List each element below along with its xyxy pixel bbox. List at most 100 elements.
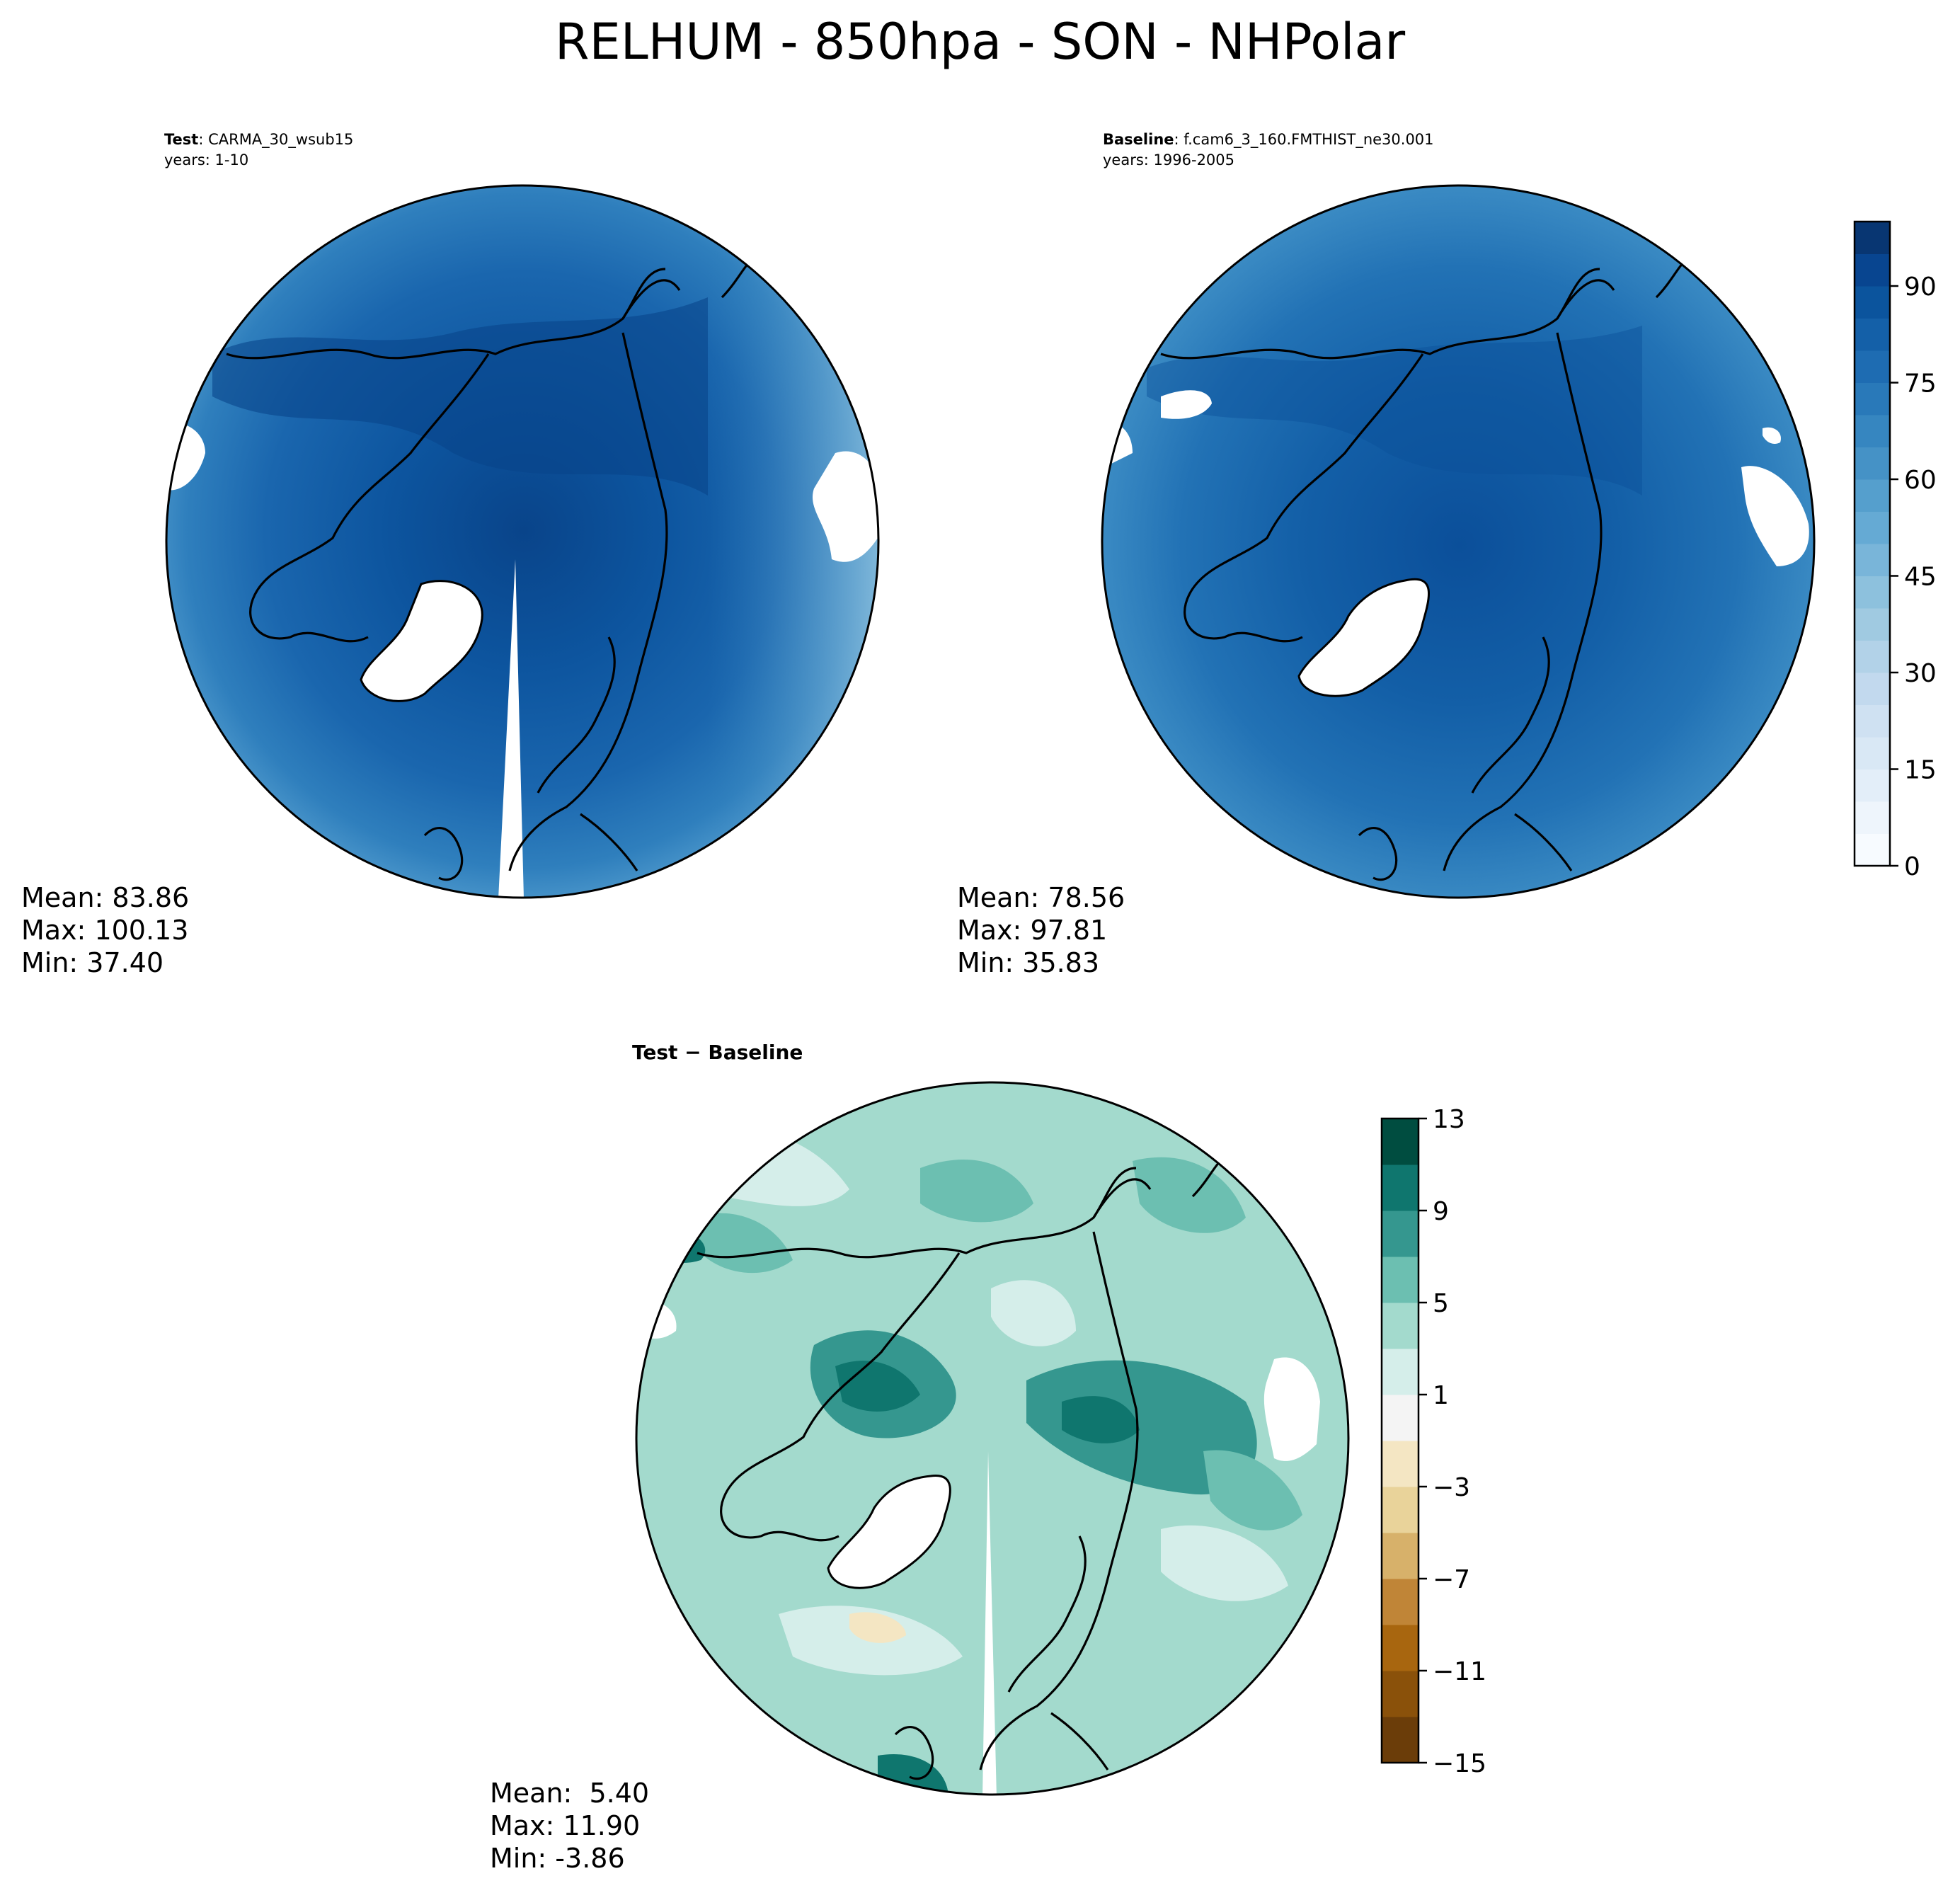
diff-strong-patch-2 — [1026, 1360, 1257, 1495]
relhum-colorbar-tick-label: 0 — [1904, 852, 1920, 881]
test-map — [165, 184, 880, 899]
diff-colorbar-segment — [1382, 1717, 1419, 1763]
test-map-boundary — [165, 184, 880, 899]
diff-colorbar-segment — [1382, 1533, 1419, 1579]
diff-colorbar-segment — [1382, 1441, 1419, 1487]
diff-colorbar-segment — [1382, 1671, 1419, 1717]
diff-mid-patch-3 — [920, 1160, 1033, 1223]
diff-dark-patch-3 — [655, 1230, 706, 1263]
baseline-map — [1101, 184, 1816, 899]
relhum-colorbar-tick-label: 45 — [1904, 563, 1937, 592]
diff-colorbar-segment — [1382, 1303, 1419, 1349]
diff-colorbar-tick-label: −15 — [1433, 1749, 1486, 1778]
test-missing-east — [813, 451, 878, 562]
baseline-min: Min: 35.83 — [957, 947, 1100, 978]
relhum-colorbar-segment — [1855, 673, 1890, 705]
baseline-map-field — [1102, 185, 1814, 898]
baseline-years: years: 1996-2005 — [1103, 151, 1235, 168]
relhum-colorbar-segment — [1855, 737, 1890, 769]
relhum-colorbar-segment — [1855, 222, 1890, 254]
baseline-map-moist-band — [1147, 326, 1642, 496]
baseline-mean: Mean: 78.56 — [957, 882, 1125, 913]
relhum-colorbar-segment — [1855, 640, 1890, 673]
test-mean: Mean: 83.86 — [21, 882, 190, 913]
relhum-colorbar-tick-label: 90 — [1904, 273, 1937, 302]
relhum-colorbar-segment — [1855, 415, 1890, 447]
test-min: Min: 37.40 — [21, 947, 164, 978]
relhum-colorbar-tick-label: 15 — [1904, 756, 1937, 785]
test-max: Max: 100.13 — [21, 915, 189, 946]
relhum-colorbar-segment — [1855, 544, 1890, 576]
diff-colorbar-tick-label: 13 — [1433, 1105, 1465, 1134]
diff-colorbar-segment — [1382, 1487, 1419, 1533]
diff-colorbar-segment — [1382, 1579, 1419, 1625]
baseline-stats: Mean: 78.56 Max: 97.81 Min: 35.83 — [957, 881, 1125, 979]
test-years: years: 1-10 — [164, 151, 249, 168]
test-map-moist-band — [212, 297, 708, 496]
relhum-colorbar-segment — [1855, 769, 1890, 802]
diff-map — [635, 1081, 1350, 1796]
test-label-case: : CARMA_30_wsub15 — [198, 131, 354, 148]
relhum-colorbar-segment — [1855, 479, 1890, 512]
relhum-colorbar-segment — [1855, 511, 1890, 544]
relhum-colorbar-segment — [1855, 801, 1890, 834]
baseline-missing-east-small — [1763, 427, 1781, 444]
relhum-colorbar-segment — [1855, 286, 1890, 319]
relhum-colorbar-tick-label: 60 — [1904, 466, 1937, 495]
baseline-max: Max: 97.81 — [957, 915, 1108, 946]
baseline-label-case: : f.cam6_3_160.FMTHIST_ne30.001 — [1174, 131, 1434, 148]
diff-dark-patch-2 — [1062, 1396, 1140, 1443]
relhum-colorbar-segment — [1855, 382, 1890, 416]
diff-stats: Mean: 5.40 Max: 11.90 Min: -3.86 — [490, 1777, 649, 1875]
diff-mid-patch-1 — [1203, 1450, 1302, 1531]
diff-colorbar-segment — [1382, 1625, 1419, 1671]
test-greenland — [360, 580, 483, 702]
relhum-colorbar-segment — [1855, 833, 1890, 866]
diff-missing-east — [1263, 1357, 1320, 1461]
diff-colorbar-segment — [1382, 1165, 1419, 1211]
baseline-greenland — [1297, 578, 1430, 697]
diff-colorbar-tick-label: 1 — [1433, 1381, 1449, 1410]
relhum-colorbar-segment — [1855, 447, 1890, 480]
diff-map-boundary — [635, 1081, 1350, 1796]
diff-greenland — [827, 1475, 951, 1589]
diff-mid-patch-4 — [1133, 1157, 1246, 1233]
diff-missing-seam — [982, 1451, 997, 1795]
diff-coastlines — [697, 1156, 1237, 1780]
diff-colorbar-tick-label: −3 — [1433, 1473, 1470, 1502]
diff-colorbar-tick-label: 5 — [1433, 1289, 1449, 1318]
diff-title: Test − Baseline — [632, 1041, 803, 1064]
diff-colorbar-segment — [1382, 1257, 1419, 1303]
diff-light-patch-2 — [991, 1280, 1076, 1346]
relhum-colorbar-segment — [1855, 253, 1890, 287]
baseline-missing-west — [1161, 390, 1212, 419]
relhum-colorbar-segment — [1855, 704, 1890, 738]
relhum-colorbar-segment — [1855, 350, 1890, 383]
test-case-label: Test: CARMA_30_wsub15 years: 1-10 — [164, 130, 353, 171]
diff-colorbar-tick-label: 9 — [1433, 1197, 1449, 1226]
test-label-bold: Test — [164, 131, 199, 148]
diff-colorbar-tick-label: −11 — [1433, 1657, 1486, 1686]
baseline-map-boundary — [1101, 184, 1816, 899]
diff-colorbar-segment — [1382, 1119, 1419, 1165]
diff-colorbar-tick-label: −7 — [1433, 1565, 1470, 1594]
diff-max: Max: 11.90 — [490, 1810, 641, 1841]
relhum-colorbar-tick-label: 75 — [1904, 370, 1937, 399]
test-stats: Mean: 83.86 Max: 100.13 Min: 37.40 — [21, 881, 189, 979]
diff-min: Min: -3.86 — [490, 1843, 625, 1874]
relhum-colorbar: 0 15 30 45 60 75 90 — [1853, 220, 1937, 881]
diff-negative-patch — [849, 1612, 906, 1643]
relhum-colorbar-tick-label: 30 — [1904, 659, 1937, 688]
baseline-missing-east — [1741, 466, 1809, 566]
baseline-label-bold: Baseline — [1103, 131, 1174, 148]
baseline-coastlines — [1160, 257, 1700, 881]
relhum-colorbar-segment — [1855, 576, 1890, 609]
diff-light-patch-4 — [1161, 1525, 1288, 1601]
baseline-case-label: Baseline: f.cam6_3_160.FMTHIST_ne30.001 … — [1103, 130, 1434, 171]
diff-colorbar: −15 −11 −7 −3 1 5 9 13 — [1380, 1105, 1486, 1778]
diff-colorbar-segment — [1382, 1395, 1419, 1441]
test-missing-seam — [498, 559, 524, 898]
figure-title: RELHUM - 850hpa - SON - NHPolar — [554, 13, 1406, 71]
diff-colorbar-segment — [1382, 1349, 1419, 1395]
